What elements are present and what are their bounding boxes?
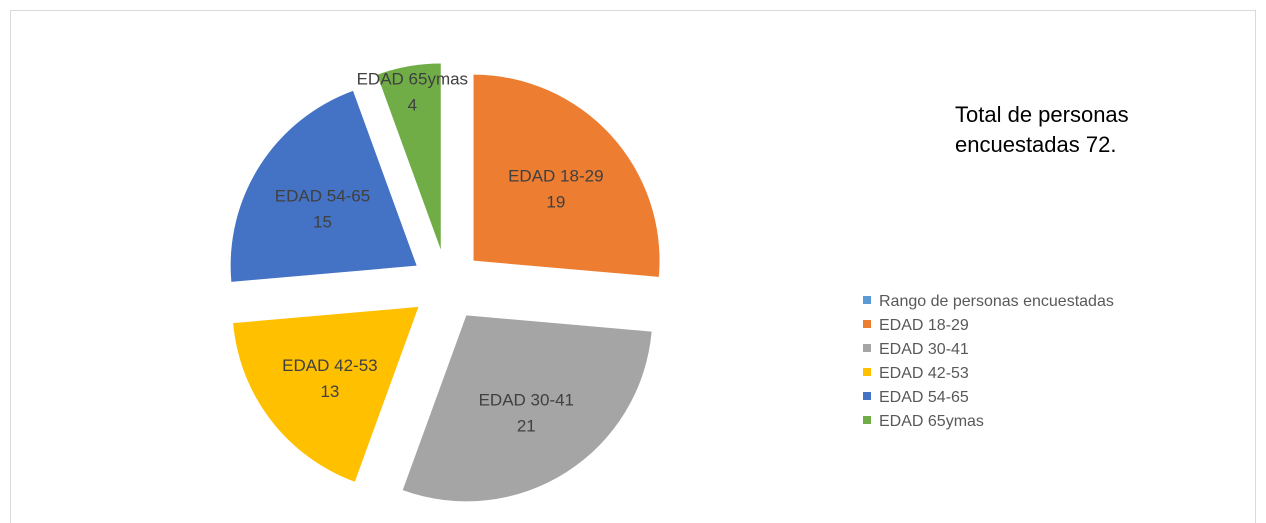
slice-label: EDAD 54-65 (275, 187, 370, 206)
slice-label: EDAD 42-53 (282, 356, 377, 375)
pie-slice (230, 90, 417, 282)
annotation: Total de personas encuestadas 72. (955, 102, 1129, 157)
legend-label: EDAD 54-65 (879, 389, 969, 406)
legend-swatch (863, 392, 871, 400)
legend-swatch (863, 368, 871, 376)
pie-slice (233, 306, 419, 482)
legend-label: EDAD 65ymas (879, 413, 984, 430)
slice-value: 15 (313, 213, 332, 232)
slice-value: 4 (408, 95, 417, 114)
slice-label: EDAD 65ymas (357, 69, 468, 88)
legend-swatch (863, 320, 871, 328)
pie-slice (377, 63, 441, 250)
legend-swatch (863, 344, 871, 352)
pie-slice (473, 74, 660, 277)
legend-swatch (863, 416, 871, 424)
legend-swatch (863, 296, 871, 304)
legend-label: EDAD 18-29 (879, 317, 969, 334)
pie-slice (402, 315, 652, 502)
legend-label: Rango de personas encuestadas (879, 293, 1114, 310)
slice-value: 21 (517, 416, 536, 435)
legend-label: EDAD 30-41 (879, 341, 969, 358)
legend-label: EDAD 42-53 (879, 365, 969, 382)
slice-label: EDAD 18-29 (508, 166, 603, 185)
chart-frame (10, 10, 1256, 523)
slice-value: 13 (320, 382, 339, 401)
slice-value: 19 (546, 192, 565, 211)
slice-label: EDAD 30-41 (479, 390, 574, 409)
